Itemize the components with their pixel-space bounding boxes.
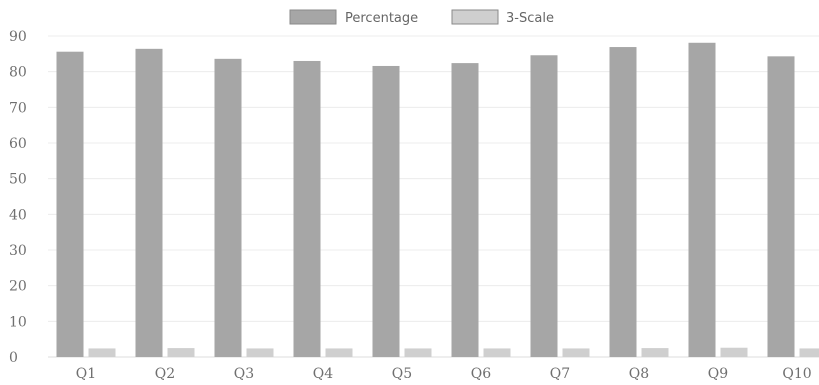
bar-percentage [293,60,321,357]
bar-3-scale [799,348,819,357]
bar-3-scale [246,348,274,357]
bar-3-scale [562,348,590,357]
bar-3-scale [167,348,195,357]
legend-swatch [451,9,499,25]
x-tick-label: Q7 [550,366,570,382]
x-tick-label: Q8 [629,366,649,382]
bar-percentage [135,48,163,358]
legend-label: 3-Scale [506,11,554,26]
x-tick-label: Q1 [76,366,96,382]
x-axis: Q1 Q2 Q3 Q4 Q5 Q6 Q7 Q8 Q9 Q10 [76,366,812,382]
y-tick-label: 20 [9,279,27,295]
x-tick-label: Q2 [155,366,175,382]
bar-3-scale [720,347,748,357]
bar-3-scale [641,348,669,357]
grid-lines [48,35,819,358]
bar-percentage [451,63,479,358]
bar-percentage [688,42,716,357]
legend: Percentage 3-Scale [289,9,554,26]
bar-percentage [609,47,637,357]
y-tick-label: 90 [9,29,27,45]
bars [56,42,819,358]
y-tick-label: 50 [9,172,27,188]
bar-3-scale [483,348,511,357]
bar-percentage [530,55,558,357]
y-tick-label: 0 [9,350,18,366]
legend-swatch [289,9,337,25]
y-tick-label: 60 [9,136,27,152]
y-tick-label: 30 [9,243,27,259]
y-tick-label: 10 [9,314,27,330]
x-tick-label: Q9 [708,366,728,382]
bar-percentage [767,56,795,358]
bar-percentage [56,51,84,358]
x-tick-label: Q4 [313,366,333,382]
legend-label: Percentage [345,11,418,26]
x-tick-label: Q6 [471,366,491,382]
bar-3-scale [88,348,116,357]
y-axis: 0 10 20 30 40 50 60 70 80 90 [9,29,27,366]
y-tick-label: 70 [9,100,27,116]
x-tick-label: Q5 [392,366,412,382]
y-tick-label: 80 [9,65,27,81]
bar-percentage [372,65,400,358]
x-tick-label: Q10 [782,366,811,382]
bar-percentage [214,58,242,358]
bar-3-scale [325,348,353,357]
y-tick-label: 40 [9,207,27,223]
x-tick-label: Q3 [234,366,254,382]
bar-3-scale [404,348,432,357]
